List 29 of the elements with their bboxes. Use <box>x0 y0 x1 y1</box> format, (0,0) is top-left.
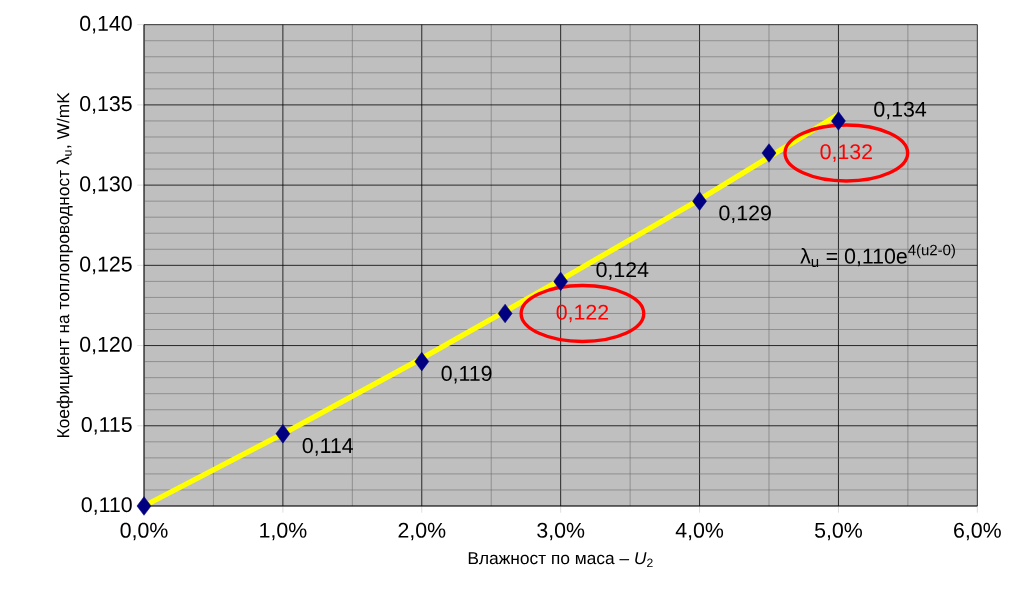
x-tick-label: 3,0% <box>537 522 585 541</box>
x-tick-label: 1,0% <box>260 522 307 541</box>
x-tick-label: 4,0% <box>675 522 724 541</box>
point <box>275 424 291 444</box>
point <box>414 352 430 372</box>
data-label: 0,119 <box>441 365 492 384</box>
point <box>136 496 152 516</box>
point <box>761 143 777 163</box>
y-tick-label: 0,115 <box>81 416 132 435</box>
y-tick-label: 0,130 <box>80 176 132 194</box>
x-axis-title: Влажност по маса – U$_{2}$ <box>468 552 653 568</box>
x-tick-label: 0,0% <box>120 522 168 541</box>
point <box>497 303 513 324</box>
data-label: 0,124 <box>596 262 649 280</box>
point <box>692 191 707 211</box>
y-tick-label: 0,135 <box>80 96 132 114</box>
y-tick-label: 0,110 <box>81 497 132 515</box>
data-label: 0,134 <box>874 101 927 120</box>
y-tick-label: 0,125 <box>80 256 132 275</box>
point <box>831 111 846 131</box>
data-label: 0,129 <box>719 205 771 224</box>
y-tick-label: 0,140 <box>80 15 132 34</box>
point <box>553 271 568 291</box>
x-tick-label: 6,0% <box>954 522 1001 541</box>
x-tick-label: 5,0% <box>814 522 862 541</box>
y-tick-label: 0,120 <box>80 336 132 355</box>
data-label: 0,114 <box>302 438 353 456</box>
x-tick-label: 2,0% <box>398 522 446 541</box>
y-axis-title: Коефициент на топлопроводност λ$_{u}$, W/mK <box>56 92 73 438</box>
